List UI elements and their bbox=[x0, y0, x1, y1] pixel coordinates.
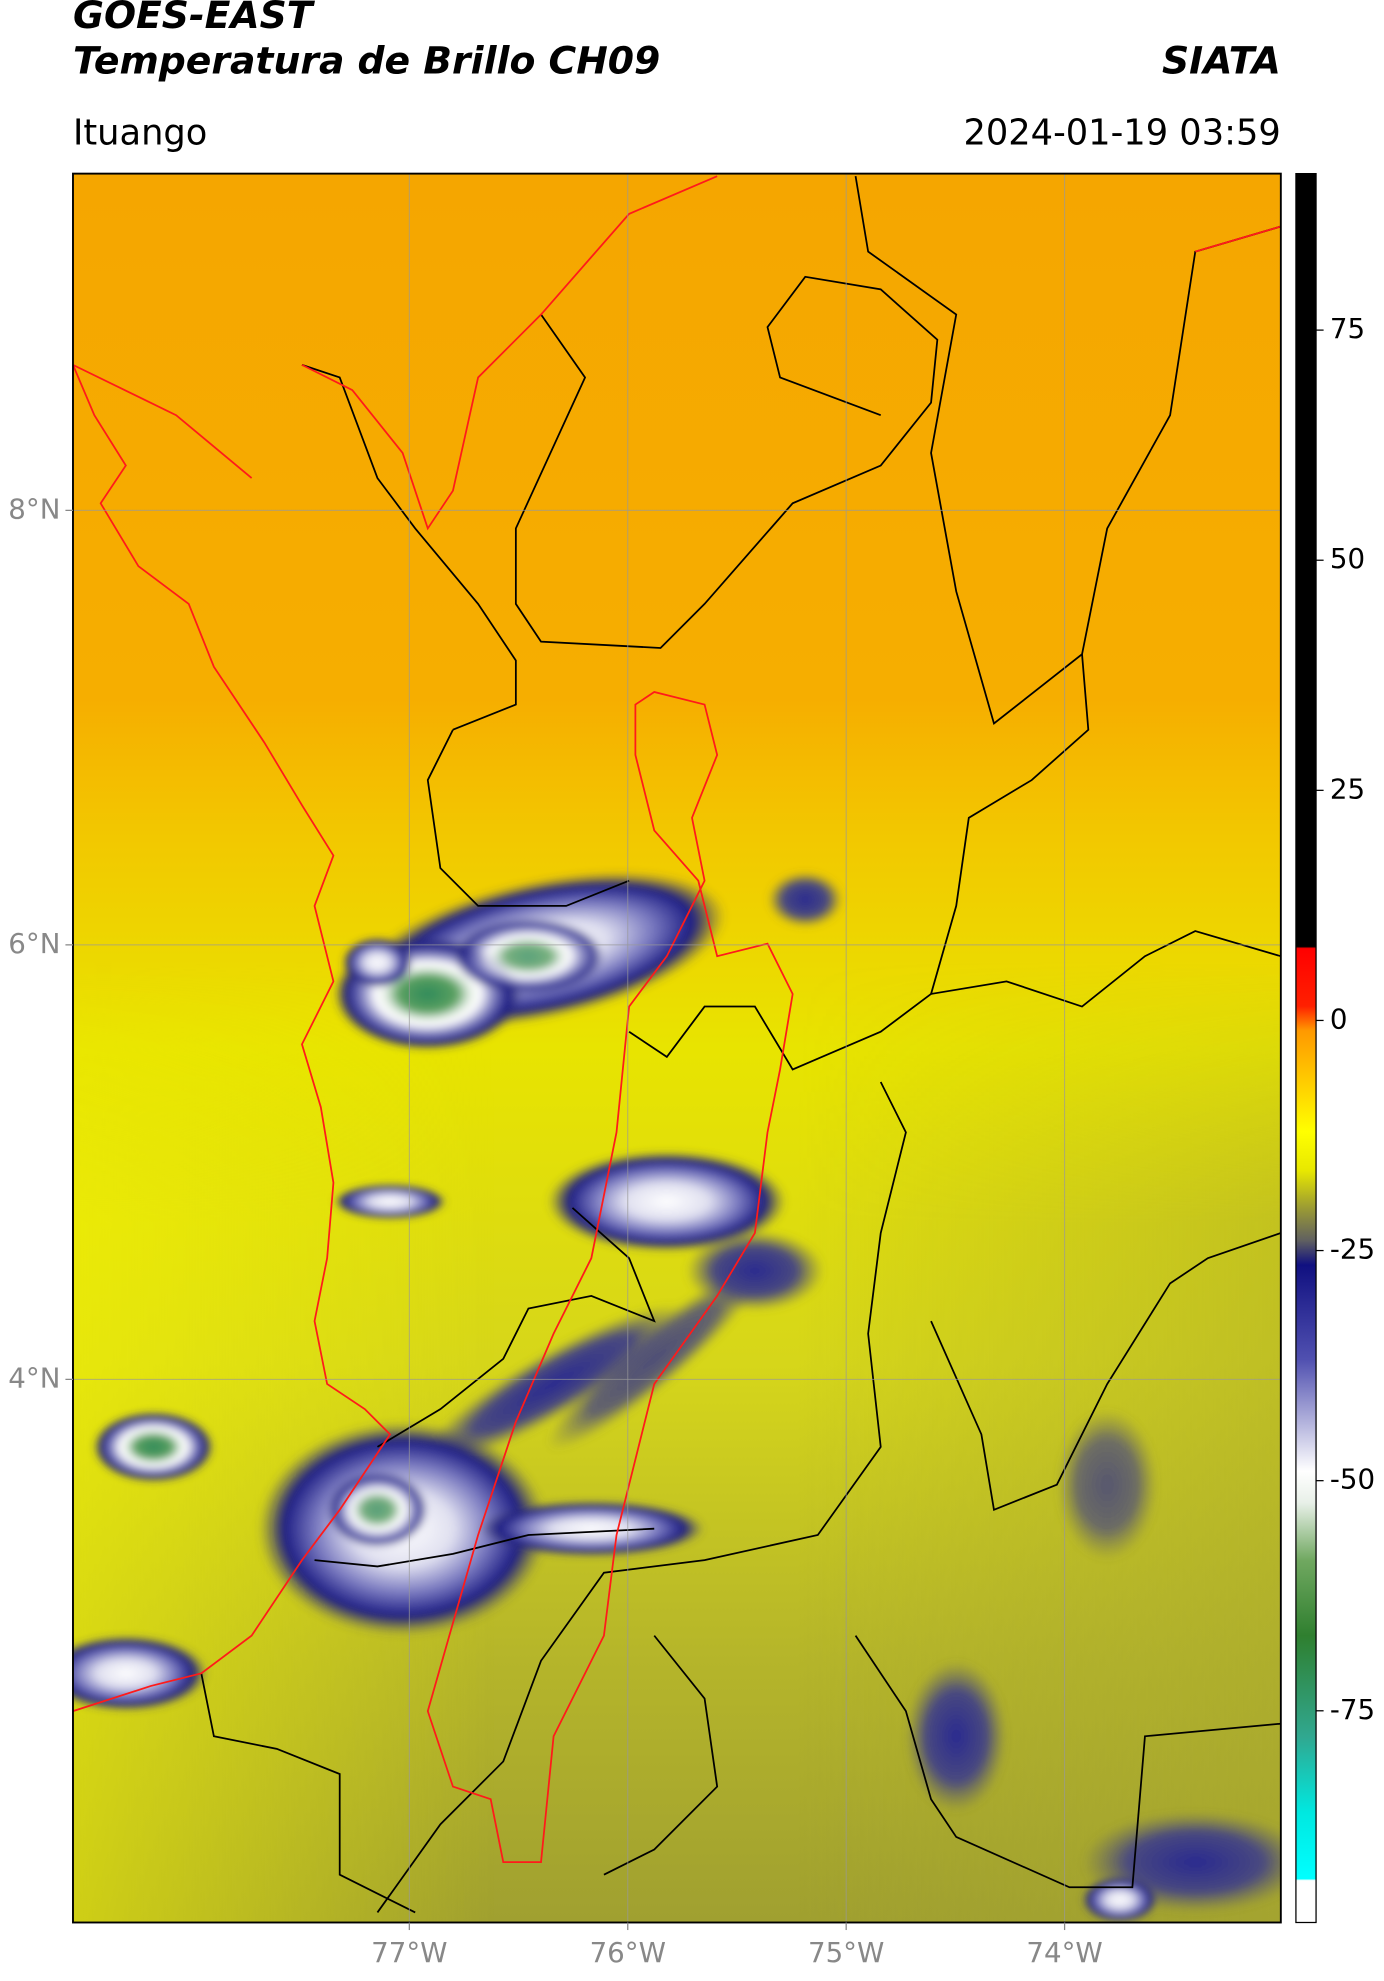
subtitle: Temperatura de Brillo CH09 bbox=[73, 38, 660, 82]
colorbar-tick-label: 75 bbox=[1330, 312, 1365, 345]
map-shading bbox=[72, 173, 1281, 1923]
colorbar-tick-label: -75 bbox=[1330, 1693, 1375, 1726]
colorbar-tick-label: -50 bbox=[1330, 1463, 1375, 1496]
coastline bbox=[72, 175, 1281, 1863]
lon-tick-label: 76°W bbox=[590, 1936, 666, 1969]
colorbar-tick-label: 0 bbox=[1330, 1002, 1348, 1035]
colorbar-tick-label: 25 bbox=[1330, 772, 1365, 805]
map-frame bbox=[72, 172, 1282, 1924]
colorbar bbox=[1295, 172, 1317, 1924]
organization: SIATA bbox=[1162, 38, 1281, 82]
labels: 77°W 76°W 75°W 74°W 8°N 6°N 4°N 75 50 25 0 -25 -50 -7… bbox=[8, 312, 1375, 1969]
lat-tick-label: 6°N bbox=[8, 927, 60, 960]
clouds bbox=[72, 871, 1281, 1923]
map bbox=[72, 173, 1281, 1923]
title: GOES-EAST bbox=[73, 0, 316, 37]
boundaries bbox=[200, 176, 1281, 1914]
lon-tick-label: 77°W bbox=[371, 1936, 447, 1969]
lon-tick-label: 74°W bbox=[1026, 1936, 1102, 1969]
graticule bbox=[72, 173, 1281, 1923]
lat-tick-label: 8°N bbox=[8, 492, 60, 525]
colorbar-tick-label: -25 bbox=[1330, 1233, 1375, 1266]
lon-tick-label: 75°W bbox=[808, 1936, 884, 1969]
datetime: 2024-01-19 03:59 bbox=[963, 113, 1280, 154]
location: Ituango bbox=[73, 113, 207, 154]
lat-tick-label: 4°N bbox=[8, 1361, 60, 1394]
colorbar-tick-label: 50 bbox=[1330, 542, 1365, 575]
